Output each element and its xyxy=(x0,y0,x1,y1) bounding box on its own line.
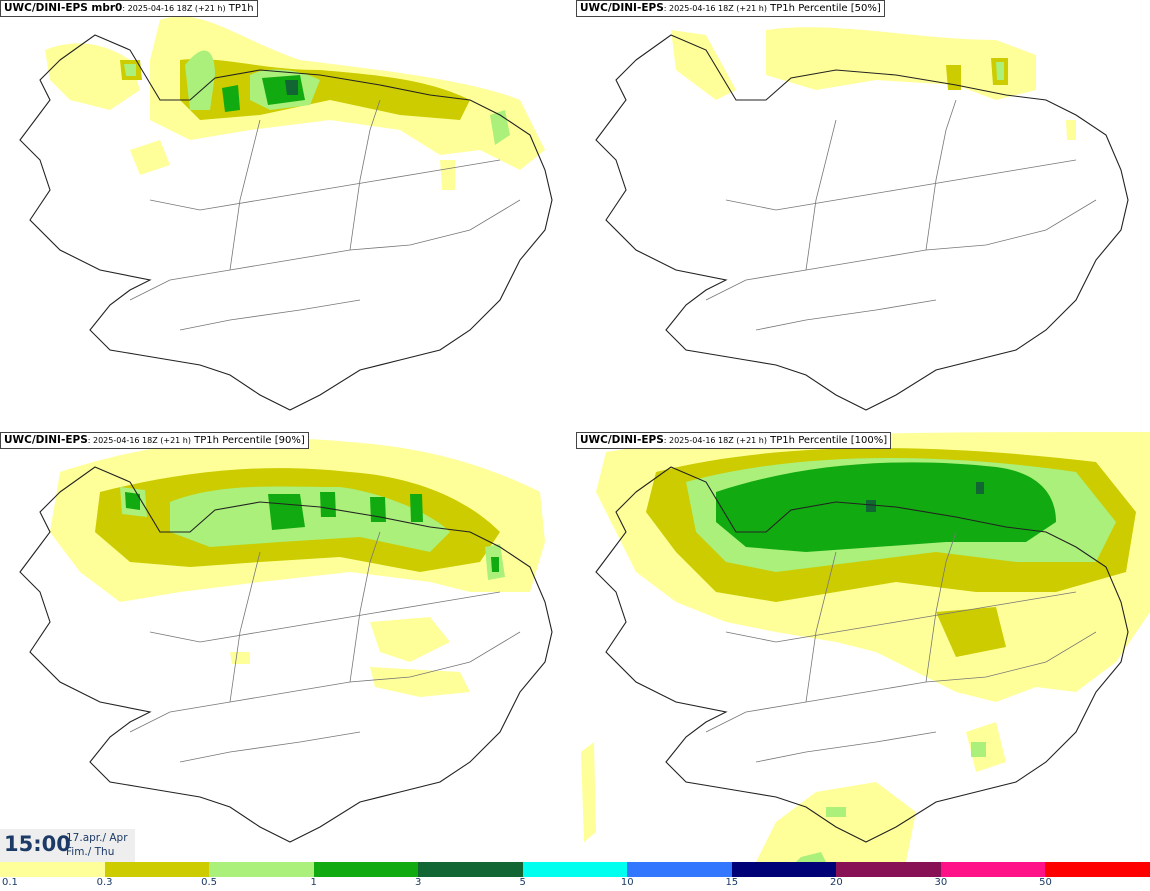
precip-fields xyxy=(581,432,1150,862)
colorbar-segment xyxy=(731,862,838,877)
colorbar-label: 0.1 xyxy=(2,877,18,888)
precip-map xyxy=(581,432,1150,862)
map-panel-p50: UWC/DINI-EPS: 2025-04-16 18Z (+21 h) TP1… xyxy=(576,0,1150,430)
colorbar-label: 0.5 xyxy=(201,877,218,888)
panel-title: UWC/DINI-EPS mbr0: 2025-04-16 18Z (+21 h… xyxy=(0,0,258,17)
coastline xyxy=(19,466,553,843)
panel-product: TP1h Percentile [90%] xyxy=(194,435,305,446)
valid-date: 17.apr./ Apr Fim./ Thu xyxy=(66,831,128,859)
valid-date-line1: 17.apr./ Apr xyxy=(66,832,128,844)
panel-product: TP1h xyxy=(228,3,254,14)
colorbar-segment xyxy=(418,862,524,877)
coastline xyxy=(595,466,1129,843)
road-network xyxy=(129,531,521,763)
panel-meta: : 2025-04-16 18Z (+21 h) xyxy=(663,436,767,445)
colorbar-label: 10 xyxy=(620,877,634,888)
road-network xyxy=(705,99,1097,331)
precip-colorbar xyxy=(0,862,1150,877)
panel-meta: : 2025-04-16 18Z (+21 h) xyxy=(87,436,191,445)
map-panel-p100: UWC/DINI-EPS: 2025-04-16 18Z (+21 h) TP1… xyxy=(576,432,1150,862)
colorbar-label: 20 xyxy=(829,877,843,888)
colorbar-label: 30 xyxy=(934,877,948,888)
coastline xyxy=(19,34,553,411)
valid-time-box: 15:00 17.apr./ Apr Fim./ Thu xyxy=(0,829,135,862)
colorbar-segment xyxy=(209,862,315,877)
precip-map xyxy=(19,438,553,843)
colorbar-label: 5 xyxy=(519,877,526,888)
colorbar-label: 3 xyxy=(414,877,422,888)
precip-fields xyxy=(50,438,545,697)
road-network xyxy=(129,99,521,331)
colorbar-label: 0.3 xyxy=(96,877,113,888)
colorbar-label: 1 xyxy=(310,877,317,888)
map-panel-mbr0: UWC/DINI-EPS mbr0: 2025-04-16 18Z (+21 h… xyxy=(0,0,574,430)
panel-title: UWC/DINI-EPS: 2025-04-16 18Z (+21 h) TP1… xyxy=(576,0,885,17)
panel-meta: : 2025-04-16 18Z (+21 h) xyxy=(663,4,767,13)
colorbar-segment xyxy=(940,862,1047,877)
panel-model: UWC/DINI-EPS xyxy=(580,2,664,14)
valid-date-line2: Fim./ Thu xyxy=(66,846,115,858)
road-network xyxy=(705,531,1097,763)
panel-product: TP1h Percentile [100%] xyxy=(770,435,888,446)
precip-map xyxy=(19,16,553,411)
colorbar-segment xyxy=(1045,862,1150,877)
precip-fields xyxy=(45,16,545,190)
panel-model: UWC/DINI-EPS mbr0 xyxy=(4,2,123,14)
panel-meta: : 2025-04-16 18Z (+21 h) xyxy=(122,4,226,13)
colorbar-segment xyxy=(104,862,211,877)
colorbar-segment xyxy=(522,862,629,877)
precip-map xyxy=(595,27,1129,411)
coastline xyxy=(595,34,1129,411)
colorbar-label: 50 xyxy=(1039,877,1052,888)
panel-title: UWC/DINI-EPS: 2025-04-16 18Z (+21 h) TP1… xyxy=(576,432,892,449)
colorbar-segment xyxy=(627,862,733,877)
precip-fields xyxy=(671,27,1076,140)
panel-title: UWC/DINI-EPS: 2025-04-16 18Z (+21 h) TP1… xyxy=(0,432,309,449)
colorbar-segment xyxy=(313,862,420,877)
panel-product: TP1h Percentile [50%] xyxy=(770,3,881,14)
panel-model: UWC/DINI-EPS xyxy=(4,434,88,446)
map-panel-p90: UWC/DINI-EPS: 2025-04-16 18Z (+21 h) TP1… xyxy=(0,432,574,862)
colorbar-label: 15 xyxy=(725,877,739,888)
panel-model: UWC/DINI-EPS xyxy=(580,434,664,446)
colorbar-segment xyxy=(836,862,942,877)
valid-time: 15:00 xyxy=(4,832,71,856)
colorbar-segment xyxy=(0,862,106,877)
